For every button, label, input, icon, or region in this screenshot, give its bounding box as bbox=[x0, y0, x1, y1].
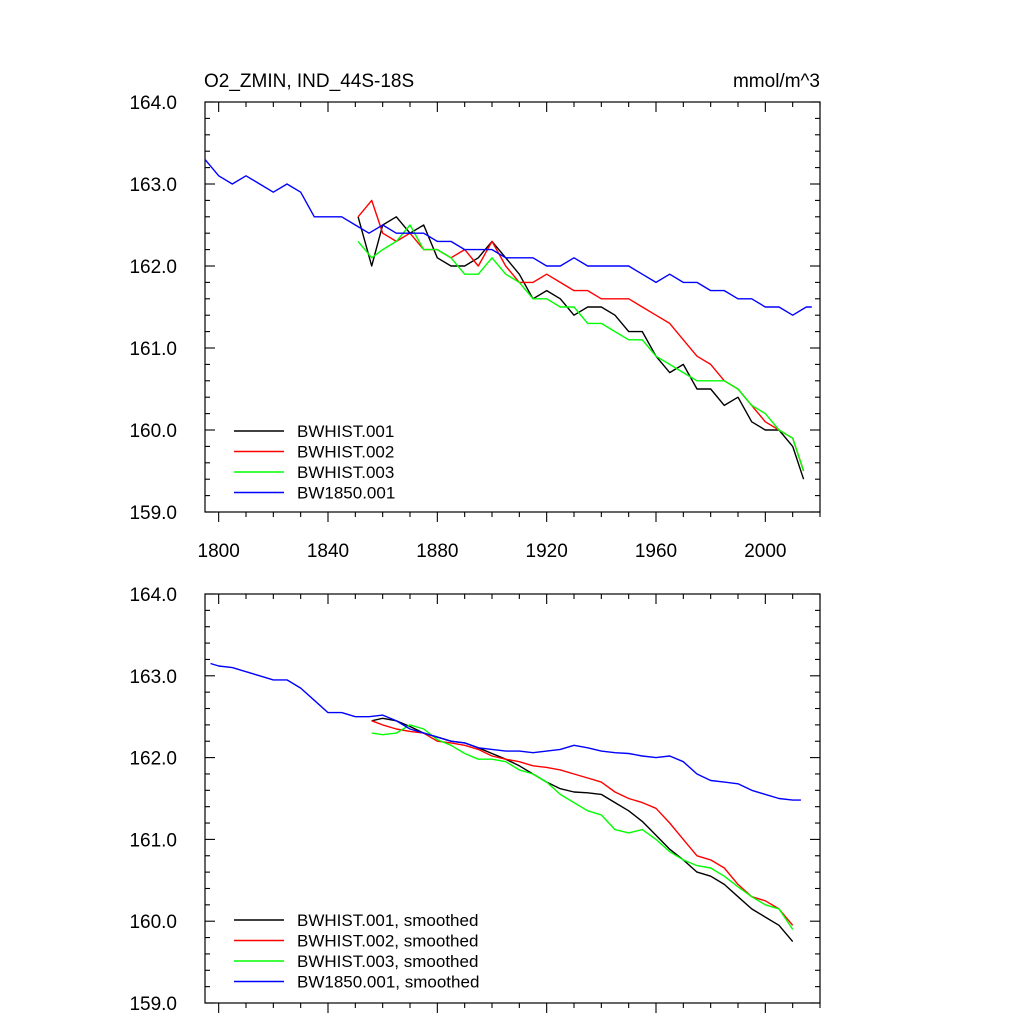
series-line bbox=[210, 662, 801, 801]
bottom-panel: 159.0 160.0 161.0 162.0 163.0 164.0 BWHIST.001… bbox=[129, 585, 821, 1015]
y-tick-label: 159.0 bbox=[129, 994, 177, 1015]
y-tick-label: 160.0 bbox=[129, 912, 177, 933]
series-line bbox=[371, 720, 794, 926]
series-line bbox=[204, 158, 812, 316]
x-tick-label: 1840 bbox=[307, 541, 349, 562]
x-tick-label: 1880 bbox=[416, 541, 458, 562]
x-tick-label: 1800 bbox=[198, 541, 240, 562]
series-line bbox=[371, 724, 794, 930]
legend-label: BW1850.001 bbox=[297, 484, 395, 503]
y-tick-label: 164.0 bbox=[129, 93, 177, 114]
plot-frame bbox=[204, 101, 821, 513]
legend-label: BWHIST.002 bbox=[297, 443, 394, 462]
y-tick-label: 163.0 bbox=[129, 667, 177, 688]
series-line bbox=[371, 717, 794, 943]
top-panel: O2_ZMIN, IND_44S-18S mmol/m^3 159.0 160.0… bbox=[129, 71, 821, 562]
legend-label: BWHIST.001 bbox=[297, 422, 394, 441]
x-tick-label: 1960 bbox=[635, 541, 677, 562]
series-line bbox=[357, 224, 805, 472]
legend-label: BWHIST.003, smoothed bbox=[297, 952, 478, 971]
y-tick-label: 161.0 bbox=[129, 339, 177, 360]
y-tick-label: 163.0 bbox=[129, 175, 177, 196]
legend-label: BWHIST.003 bbox=[297, 463, 394, 482]
y-tick-label: 162.0 bbox=[129, 257, 177, 278]
x-tick-label: 2000 bbox=[744, 541, 786, 562]
units-label: mmol/m^3 bbox=[733, 71, 820, 92]
x-tick-label: 1920 bbox=[526, 541, 568, 562]
legend-label: BW1850.001, smoothed bbox=[297, 973, 479, 992]
plot-frame bbox=[204, 593, 821, 1004]
legend-label: BWHIST.002, smoothed bbox=[297, 932, 478, 951]
series-line bbox=[357, 216, 805, 480]
y-tick-label: 161.0 bbox=[129, 830, 177, 851]
y-tick-label: 160.0 bbox=[129, 421, 177, 442]
series-line bbox=[357, 199, 805, 472]
y-tick-label: 159.0 bbox=[129, 503, 177, 524]
y-tick-label: 162.0 bbox=[129, 749, 177, 770]
chart-title: O2_ZMIN, IND_44S-18S bbox=[204, 71, 414, 92]
legend-label: BWHIST.001, smoothed bbox=[297, 911, 478, 930]
y-tick-label: 164.0 bbox=[129, 585, 177, 606]
